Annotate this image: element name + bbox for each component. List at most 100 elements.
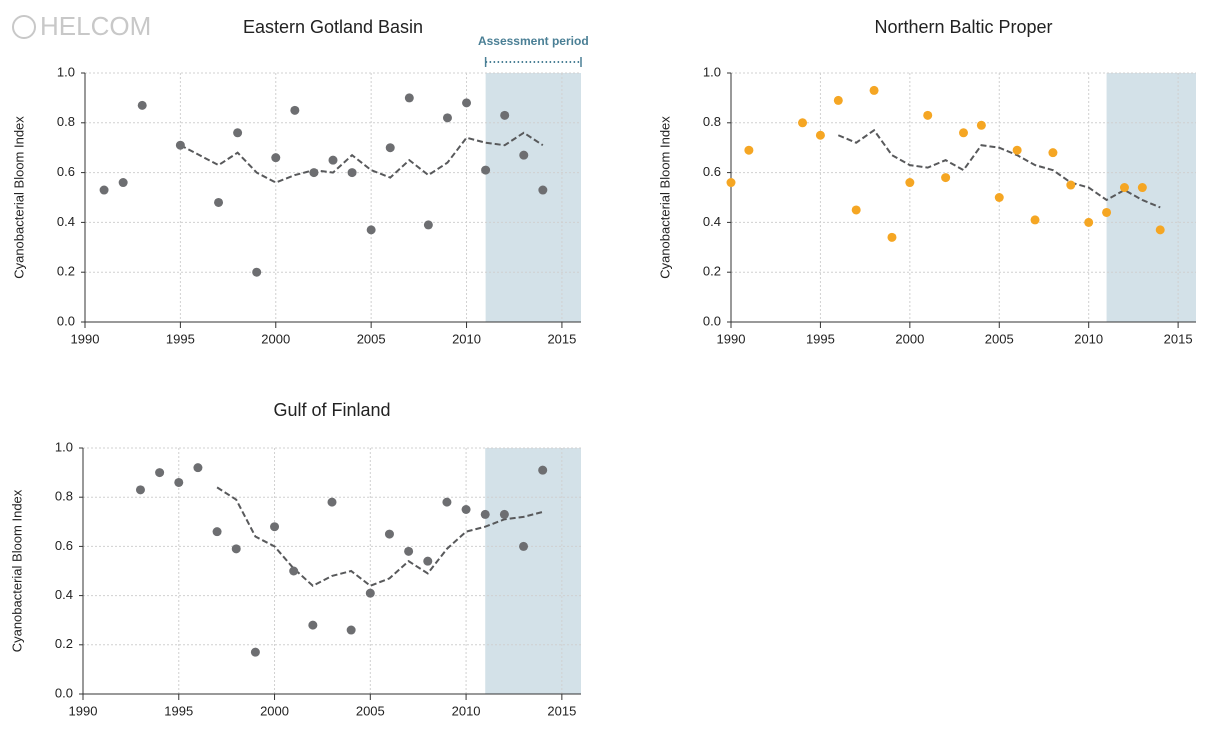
data-point: [233, 128, 243, 138]
data-point: [1012, 145, 1022, 155]
data-point: [404, 93, 414, 103]
data-point: [994, 193, 1004, 202]
x-tick-label: 2000: [895, 331, 924, 346]
x-tick-label: 2005: [985, 331, 1014, 346]
y-tick-label: 0.2: [57, 264, 75, 279]
data-point: [798, 118, 808, 128]
data-point: [744, 145, 754, 155]
data-point: [289, 566, 299, 576]
data-point: [1084, 217, 1094, 227]
data-point: [174, 477, 184, 487]
x-tick-label: 2005: [356, 703, 385, 718]
y-axis-label: Cyanobacterial Bloom Index: [11, 116, 26, 279]
data-point: [1119, 183, 1129, 193]
data-point: [815, 130, 825, 140]
annotation: Assessment period: [478, 34, 589, 48]
data-point: [175, 140, 185, 150]
data-point: [365, 588, 375, 598]
data-point: [959, 128, 968, 138]
data-point: [423, 556, 433, 566]
trend-line: [179, 131, 544, 184]
data-point: [461, 505, 471, 514]
data-point: [1048, 148, 1058, 158]
data-point: [327, 497, 337, 507]
x-tick-label: 2010: [1074, 331, 1103, 346]
logo-icon: [12, 15, 36, 39]
data-point: [271, 153, 281, 163]
x-tick-label: 1995: [806, 331, 835, 346]
data-point: [499, 509, 509, 519]
y-tick-label: 0.0: [57, 313, 75, 328]
y-tick-label: 0.6: [703, 164, 721, 179]
data-point: [905, 178, 915, 188]
data-point: [869, 85, 879, 95]
data-point: [270, 522, 280, 532]
trend-line: [216, 486, 543, 587]
data-point: [212, 527, 222, 537]
data-point: [887, 232, 897, 242]
assessment-band: [485, 73, 581, 322]
data-point: [290, 105, 300, 115]
y-tick-label: 1.0: [57, 64, 75, 79]
data-point: [480, 509, 490, 519]
data-point: [851, 205, 861, 215]
data-point: [1137, 183, 1147, 193]
x-tick-label: 1990: [71, 331, 100, 346]
y-tick-label: 0.2: [55, 636, 73, 651]
y-tick-label: 0.4: [703, 214, 721, 229]
x-tick-label: 1990: [69, 703, 98, 718]
y-tick-label: 0.6: [55, 538, 73, 553]
y-tick-label: 1.0: [703, 64, 721, 79]
x-tick-label: 2015: [547, 703, 576, 718]
logo: HELCOM: [40, 11, 151, 41]
data-point: [308, 620, 318, 630]
data-point: [214, 197, 224, 207]
chart-title: Northern Baltic Proper: [874, 17, 1052, 37]
y-tick-label: 0.4: [55, 587, 73, 602]
data-point: [442, 497, 452, 507]
data-point: [941, 173, 951, 183]
data-point: [923, 110, 933, 120]
chart-title: Eastern Gotland Basin: [243, 17, 423, 37]
data-point: [155, 468, 165, 478]
data-point: [500, 110, 510, 120]
data-point: [385, 143, 395, 153]
data-point: [538, 465, 548, 475]
data-point: [1155, 225, 1165, 235]
assessment-band: [485, 448, 581, 694]
x-tick-label: 2000: [261, 331, 290, 346]
y-tick-label: 0.8: [57, 114, 75, 129]
chart-title: Gulf of Finland: [273, 400, 390, 420]
data-point: [328, 155, 338, 165]
data-point: [309, 168, 319, 178]
x-tick-label: 2015: [547, 331, 576, 346]
assessment-band: [1106, 73, 1196, 322]
y-tick-label: 0.8: [703, 114, 721, 129]
data-point: [1030, 215, 1040, 225]
y-tick-label: 0.2: [703, 264, 721, 279]
data-point: [135, 485, 145, 495]
x-tick-label: 2000: [260, 703, 289, 718]
x-tick-label: 2010: [452, 331, 481, 346]
data-point: [519, 150, 529, 160]
data-point: [193, 463, 203, 473]
data-point: [347, 168, 357, 178]
data-point: [384, 529, 394, 539]
data-point: [726, 178, 736, 188]
data-point: [99, 185, 109, 195]
data-point: [1066, 180, 1076, 190]
data-point: [404, 546, 414, 556]
y-tick-label: 1.0: [55, 439, 73, 454]
data-point: [366, 225, 376, 235]
data-point: [833, 95, 843, 105]
data-point: [538, 185, 548, 195]
y-tick-label: 0.8: [55, 489, 73, 504]
data-point: [231, 544, 241, 554]
x-tick-label: 1995: [166, 331, 195, 346]
x-tick-label: 1995: [164, 703, 193, 718]
x-tick-label: 2005: [357, 331, 386, 346]
x-tick-label: 2010: [452, 703, 481, 718]
y-axis-label: Cyanobacterial Bloom Index: [9, 489, 24, 652]
data-point: [519, 541, 529, 551]
